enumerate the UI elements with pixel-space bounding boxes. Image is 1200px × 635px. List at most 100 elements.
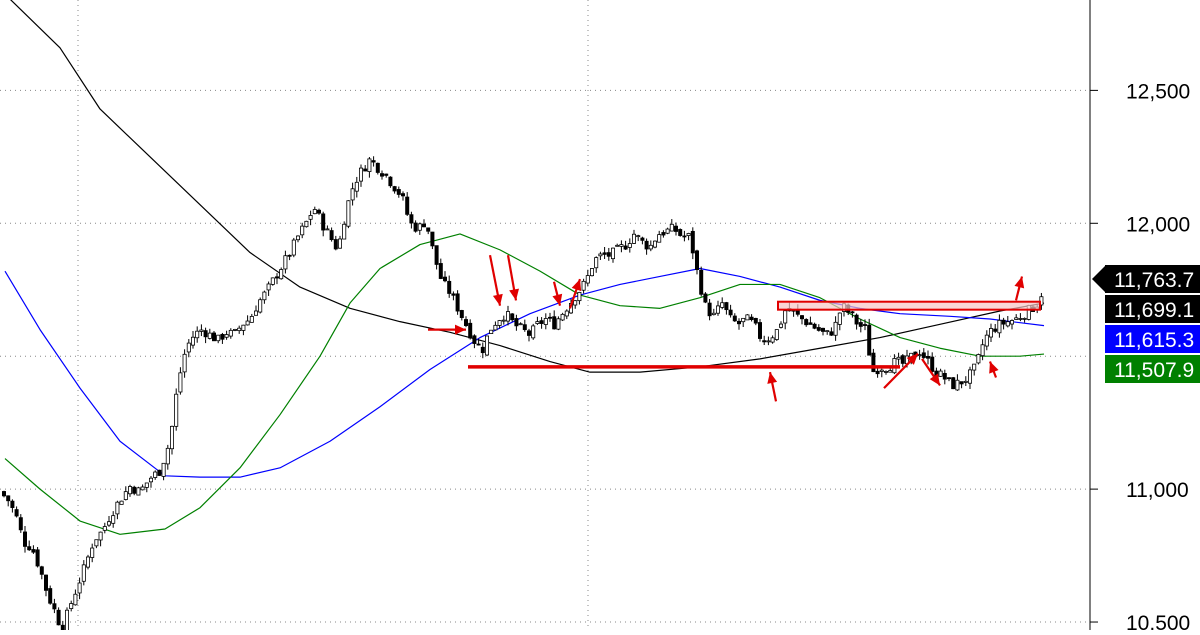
candle-body-61 — [258, 299, 263, 313]
candle-body-225 — [947, 377, 952, 380]
candle-body-175 — [737, 320, 742, 325]
candle-body-104 — [438, 263, 443, 279]
candle-body-73 — [308, 215, 313, 220]
candle-body-177 — [745, 314, 750, 321]
candle-body-195 — [821, 327, 826, 332]
candle-body-151 — [636, 235, 641, 238]
candle-body-138 — [581, 280, 586, 291]
candle-body-137 — [577, 291, 582, 302]
candle-body-88 — [371, 160, 376, 163]
candle-body-3 — [14, 509, 19, 517]
candle-body-233 — [980, 344, 985, 357]
candle-body-223 — [938, 370, 943, 377]
candle-body-123 — [518, 323, 523, 326]
moving-average-line-0 — [10, 0, 1045, 373]
candle-body-12 — [52, 603, 57, 610]
candle-body-127 — [535, 321, 540, 324]
candle-body-84 — [354, 181, 359, 192]
annotation-arrow-head-0 — [455, 324, 466, 335]
candle-body-0 — [2, 491, 7, 497]
candle-body-155 — [653, 240, 658, 248]
candle-body-55 — [232, 329, 237, 331]
candlesticks — [2, 156, 1044, 635]
candle-body-107 — [451, 293, 456, 296]
candle-body-183 — [770, 337, 775, 343]
candle-body-184 — [774, 329, 779, 340]
candle-body-172 — [724, 302, 729, 311]
candle-body-19 — [81, 564, 86, 582]
candle-body-136 — [573, 300, 578, 306]
candle-body-97 — [409, 214, 414, 224]
candle-body-130 — [548, 316, 553, 319]
candle-body-85 — [358, 167, 363, 182]
candle-body-69 — [291, 239, 296, 256]
candle-body-191 — [804, 319, 809, 326]
candle-body-63 — [266, 283, 271, 291]
candle-body-48 — [203, 330, 208, 338]
candle-body-133 — [560, 313, 565, 321]
candle-body-121 — [510, 313, 515, 321]
candle-body-74 — [312, 209, 317, 215]
candle-body-204 — [858, 322, 863, 327]
candle-body-37 — [157, 469, 162, 476]
candle-body-142 — [598, 253, 603, 257]
candle-body-89 — [375, 162, 380, 173]
candle-body-62 — [262, 291, 267, 301]
candle-body-167 — [703, 293, 708, 303]
candle-body-5 — [22, 531, 27, 547]
candle-body-227 — [955, 379, 960, 391]
candle-body-129 — [543, 318, 548, 325]
candle-body-144 — [606, 252, 611, 257]
candle-body-219 — [921, 352, 926, 358]
candle-body-76 — [321, 213, 326, 231]
candle-body-165 — [695, 250, 700, 270]
candle-body-113 — [476, 343, 481, 346]
candle-body-80 — [337, 238, 342, 249]
candle-body-54 — [228, 329, 233, 337]
candle-body-68 — [287, 254, 292, 257]
candle-body-176 — [741, 317, 746, 323]
candle-body-150 — [632, 233, 637, 244]
annotation-arrow-head-5 — [767, 372, 778, 384]
candle-body-7 — [31, 549, 36, 553]
candle-body-203 — [854, 314, 859, 325]
candle-body-124 — [522, 324, 527, 331]
candle-body-243 — [1022, 317, 1027, 320]
candle-body-205 — [863, 324, 868, 326]
candle-body-182 — [766, 340, 771, 343]
last-value-box-0 — [1105, 265, 1200, 293]
candle-body-65 — [274, 276, 279, 279]
candle-body-164 — [690, 230, 695, 254]
candle-body-106 — [447, 280, 452, 294]
candle-body-30 — [127, 486, 132, 495]
candle-body-82 — [346, 200, 351, 227]
candle-body-43 — [182, 353, 187, 373]
candle-body-26 — [111, 515, 116, 524]
candle-body-185 — [779, 323, 784, 328]
candle-body-100 — [421, 223, 426, 228]
candle-body-98 — [413, 222, 418, 232]
candle-body-93 — [392, 186, 397, 192]
grid-layer — [0, 0, 1090, 630]
candle-body-13 — [56, 609, 61, 626]
candle-body-110 — [463, 319, 468, 326]
candle-body-221 — [930, 356, 935, 372]
candle-body-33 — [140, 486, 145, 491]
candle-body-168 — [707, 302, 712, 317]
candle-body-27 — [115, 501, 120, 515]
candle-body-77 — [325, 228, 330, 231]
resistance-zone — [777, 300, 1041, 311]
moving-average-line-1 — [4, 267, 1045, 478]
last-value-label-1: 11,699.1 — [1114, 299, 1194, 322]
candle-body-94 — [396, 189, 401, 195]
candle-body-66 — [279, 269, 284, 280]
candle-body-125 — [527, 330, 532, 336]
candle-body-51 — [216, 334, 221, 342]
candle-body-95 — [400, 193, 405, 197]
candle-body-128 — [539, 320, 544, 324]
candle-body-35 — [148, 477, 153, 483]
candle-body-240 — [1010, 320, 1015, 325]
candle-body-202 — [850, 311, 855, 314]
annotation-arrow-head-6 — [906, 353, 918, 365]
